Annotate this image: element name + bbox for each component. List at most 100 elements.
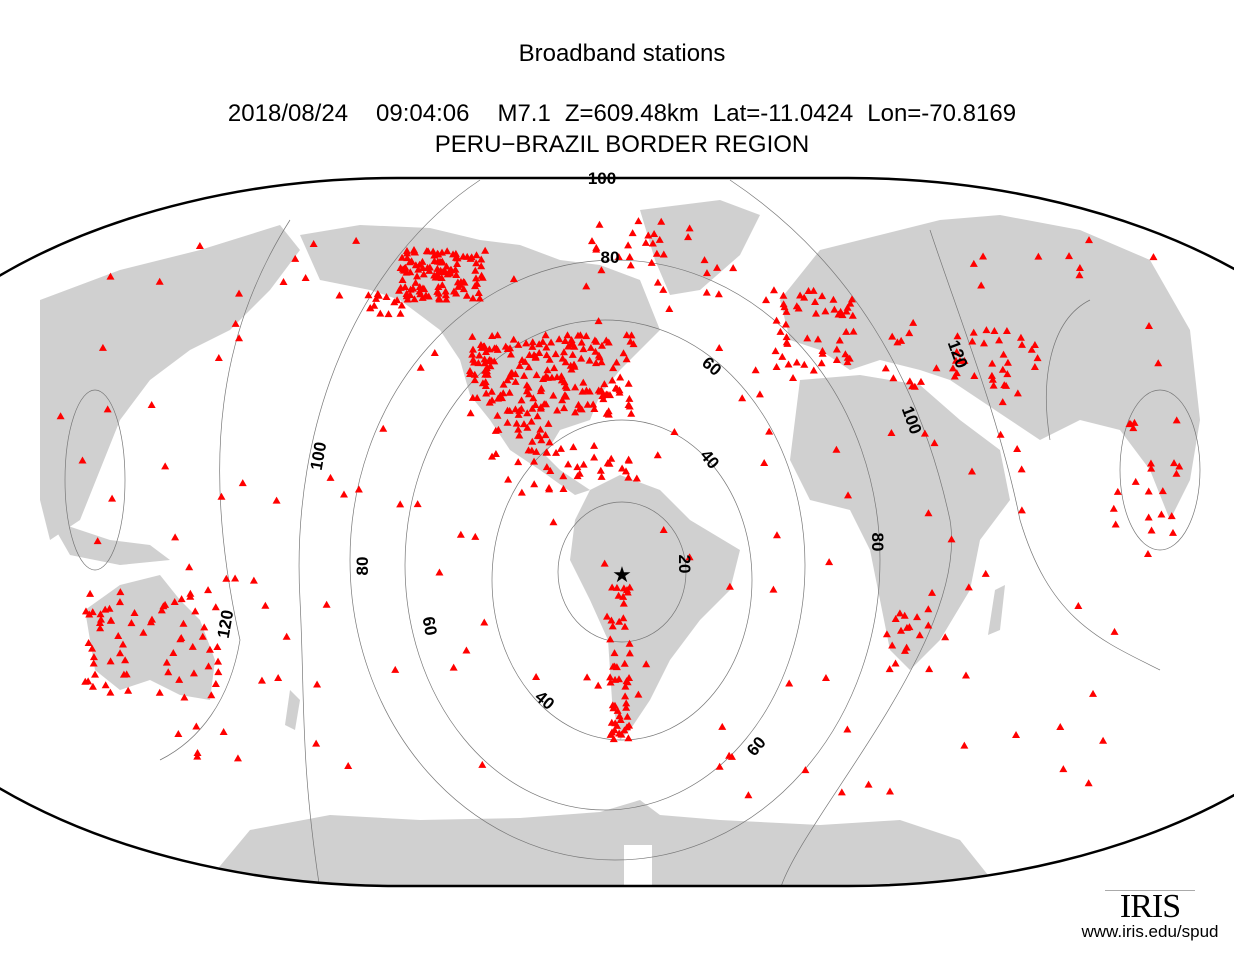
station-triangle-icon — [532, 371, 541, 379]
station-triangle-icon — [597, 266, 606, 274]
station-triangle-icon — [977, 281, 986, 289]
station-triangle-icon — [1065, 252, 1074, 260]
contour-20 — [557, 501, 687, 643]
station-triangle-icon — [213, 642, 222, 650]
station-triangle-icon — [517, 396, 526, 404]
station-triangle-icon — [960, 741, 969, 749]
land-south-america — [570, 475, 740, 740]
station-triangle-icon — [559, 484, 568, 492]
station-triangle-icon — [610, 649, 619, 657]
station-triangle-icon — [523, 409, 532, 417]
station-triangle-icon — [751, 366, 760, 374]
station-triangle-icon — [961, 671, 970, 679]
station-triangle-icon — [472, 274, 481, 282]
station-triangle-icon — [762, 296, 771, 304]
station-triangle-icon — [434, 289, 443, 297]
station-triangle-icon — [471, 282, 480, 290]
station-triangle-icon — [477, 271, 486, 279]
station-triangle-icon — [106, 616, 115, 624]
station-triangle-icon — [608, 376, 617, 384]
station-triangle-icon — [442, 295, 451, 303]
station-triangle-icon — [1089, 689, 1098, 697]
station-triangle-icon — [543, 366, 552, 374]
station-triangle-icon — [211, 680, 220, 688]
station-triangle-icon — [491, 449, 500, 457]
station-triangle-icon — [648, 239, 657, 247]
station-triangle-icon — [616, 715, 625, 723]
station-triangle-icon — [621, 692, 630, 700]
station-triangle-icon — [832, 345, 841, 353]
station-triangle-icon — [641, 238, 650, 246]
station-triangle-icon — [650, 229, 659, 237]
contour-label: 120 — [214, 608, 238, 639]
station-triangle-icon — [847, 295, 856, 303]
station-triangle-icon — [556, 444, 565, 452]
station-triangle-icon — [846, 299, 855, 307]
station-triangle-icon — [207, 691, 216, 699]
station-triangle-icon — [475, 351, 484, 359]
station-triangle-icon — [468, 294, 477, 302]
stations — [56, 217, 1184, 799]
station-triangle-icon — [915, 631, 924, 639]
station-triangle-icon — [116, 588, 125, 596]
contour-label: 80 — [868, 533, 887, 552]
station-triangle-icon — [606, 635, 615, 643]
station-triangle-icon — [969, 259, 978, 267]
station-triangle-icon — [989, 381, 998, 389]
station-triangle-icon — [783, 339, 792, 347]
station-triangle-icon — [528, 342, 537, 350]
station-triangle-icon — [175, 675, 184, 683]
station-triangle-icon — [625, 253, 634, 261]
station-triangle-icon — [685, 553, 694, 561]
station-triangle-icon — [582, 332, 591, 340]
station-triangle-icon — [625, 639, 634, 647]
station-triangle-icon — [1146, 459, 1155, 467]
station-triangle-icon — [106, 272, 115, 280]
station-triangle-icon — [1085, 236, 1094, 244]
station-triangle-icon — [586, 343, 595, 351]
station-triangle-icon — [272, 496, 281, 504]
station-triangle-icon — [848, 311, 857, 319]
station-triangle-icon — [1059, 765, 1068, 773]
epicenter-star-icon: ★ — [612, 562, 632, 587]
station-triangle-icon — [445, 269, 454, 277]
station-triangle-icon — [969, 328, 978, 336]
station-triangle-icon — [339, 490, 348, 498]
station-triangle-icon — [95, 619, 104, 627]
station-triangle-icon — [413, 272, 422, 280]
station-triangle-icon — [622, 585, 631, 593]
station-triangle-icon — [1018, 340, 1027, 348]
station-triangle-icon — [514, 458, 523, 466]
station-triangle-icon — [522, 387, 531, 395]
station-triangle-icon — [438, 268, 447, 276]
station-triangle-icon — [1084, 779, 1093, 787]
station-triangle-icon — [785, 679, 794, 687]
station-triangle-icon — [729, 264, 738, 272]
station-triangle-icon — [842, 307, 851, 315]
station-triangle-icon — [821, 307, 830, 315]
station-triangle-icon — [670, 428, 679, 436]
station-triangle-icon — [456, 530, 465, 538]
station-triangle-icon — [511, 405, 520, 413]
station-triangle-icon — [282, 632, 291, 640]
station-triangle-icon — [1125, 420, 1134, 428]
station-triangle-icon — [665, 305, 674, 313]
station-triangle-icon — [364, 291, 373, 299]
station-triangle-icon — [1075, 271, 1084, 279]
station-triangle-icon — [169, 648, 178, 656]
station-triangle-icon — [837, 788, 846, 796]
station-triangle-icon — [488, 332, 497, 340]
station-triangle-icon — [659, 285, 668, 293]
station-triangle-icon — [434, 273, 443, 281]
contour-label: 60 — [419, 615, 441, 637]
station-triangle-icon — [171, 533, 180, 541]
station-triangle-icon — [177, 595, 186, 603]
land-madagascar — [988, 585, 1005, 635]
station-triangle-icon — [557, 372, 566, 380]
station-triangle-icon — [577, 338, 586, 346]
station-triangle-icon — [115, 598, 124, 606]
station-triangle-icon — [413, 500, 422, 508]
station-triangle-icon — [784, 360, 793, 368]
station-triangle-icon — [776, 327, 785, 335]
station-triangle-icon — [818, 292, 827, 300]
